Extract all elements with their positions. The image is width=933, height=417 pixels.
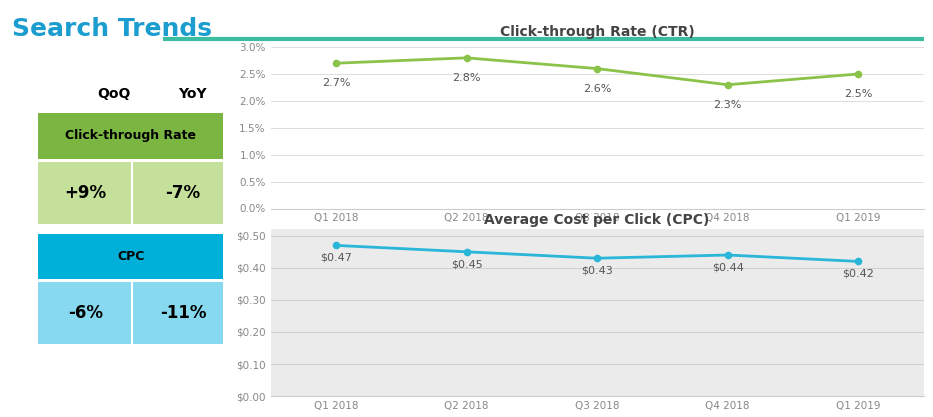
Text: -6%: -6% bbox=[68, 304, 103, 322]
Text: 2.8%: 2.8% bbox=[453, 73, 480, 83]
FancyBboxPatch shape bbox=[38, 162, 223, 224]
Text: -11%: -11% bbox=[160, 304, 206, 322]
Text: 2.3%: 2.3% bbox=[714, 100, 742, 110]
Title: Average Cost per Click (CPC): Average Cost per Click (CPC) bbox=[484, 213, 710, 227]
Text: YoY: YoY bbox=[178, 87, 206, 100]
Text: $0.45: $0.45 bbox=[451, 259, 482, 269]
Text: $0.43: $0.43 bbox=[581, 266, 613, 276]
Text: -7%: -7% bbox=[165, 184, 201, 202]
Text: Search Trends: Search Trends bbox=[12, 17, 212, 41]
Text: $0.44: $0.44 bbox=[712, 262, 744, 272]
Text: 2.6%: 2.6% bbox=[583, 84, 611, 94]
Text: QoQ: QoQ bbox=[98, 87, 131, 100]
Text: CPC: CPC bbox=[117, 250, 145, 263]
Title: Click-through Rate (CTR): Click-through Rate (CTR) bbox=[500, 25, 694, 39]
Text: Click-through Rate: Click-through Rate bbox=[65, 129, 196, 143]
FancyBboxPatch shape bbox=[38, 234, 223, 279]
Text: $0.42: $0.42 bbox=[842, 269, 874, 279]
Text: +9%: +9% bbox=[64, 184, 106, 202]
Text: 2.7%: 2.7% bbox=[322, 78, 350, 88]
Text: $0.47: $0.47 bbox=[320, 253, 352, 263]
FancyBboxPatch shape bbox=[38, 113, 223, 159]
FancyBboxPatch shape bbox=[38, 282, 223, 344]
Text: 2.5%: 2.5% bbox=[844, 89, 872, 99]
